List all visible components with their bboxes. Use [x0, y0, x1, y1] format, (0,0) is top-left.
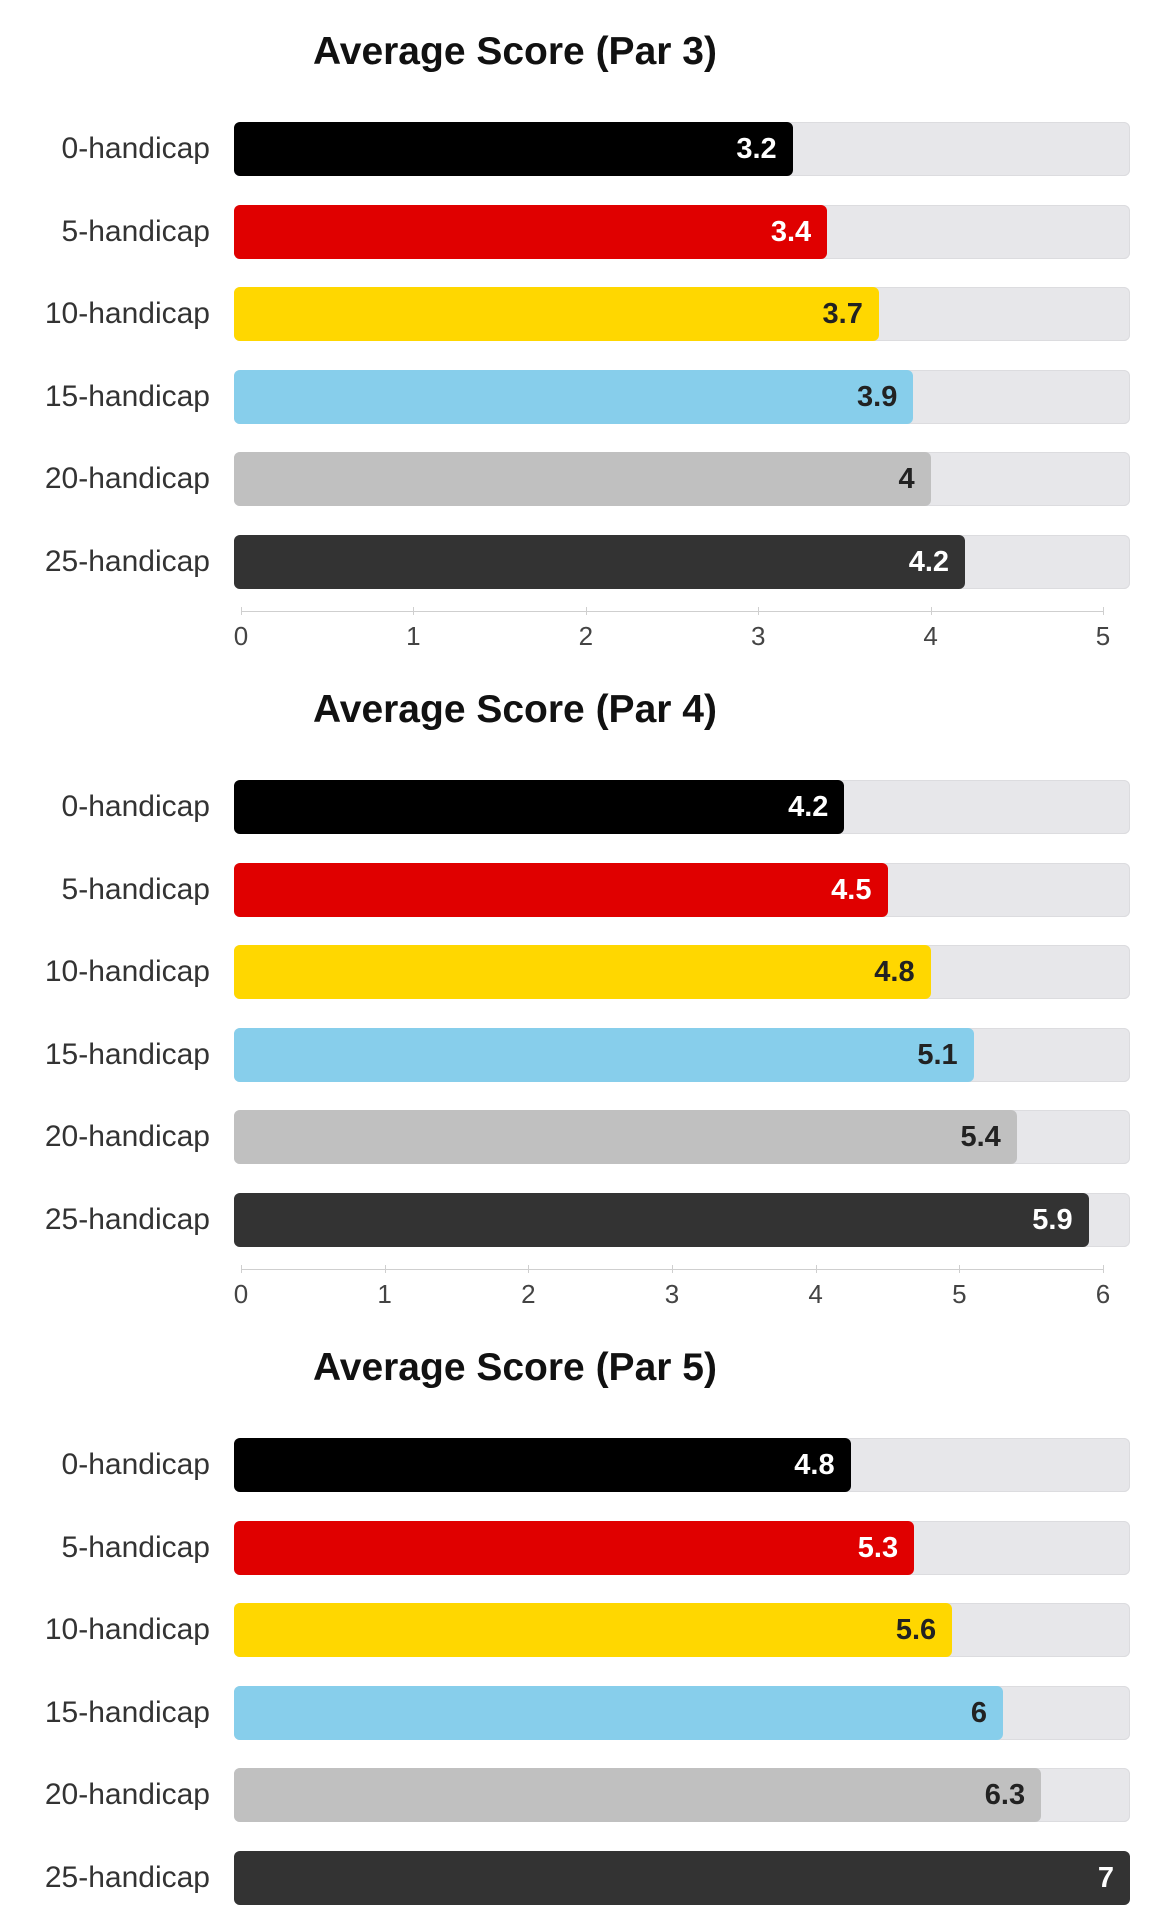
data-label: 4.8 — [794, 1449, 835, 1481]
data-label: 4 — [898, 463, 915, 495]
category-label: 0-handicap — [61, 132, 210, 165]
data-label: 5.6 — [895, 1614, 937, 1646]
x-tick — [585, 606, 587, 615]
x-tick-label: 4 — [808, 1278, 823, 1309]
x-tick-label: 0 — [233, 620, 249, 651]
bar — [234, 1768, 1042, 1822]
category-label: 0-handicap — [61, 790, 210, 823]
x-tick-label: 3 — [750, 620, 766, 651]
x-tick-label: 1 — [406, 620, 421, 651]
data-label: 3.9 — [857, 380, 898, 413]
category-label: 20-handicap — [44, 1778, 210, 1811]
category-label: 10-handicap — [44, 1613, 210, 1646]
bar — [234, 945, 931, 999]
category-label: 15-handicap — [44, 1037, 210, 1071]
category-label: 15-handicap — [44, 379, 210, 413]
data-label: 3.2 — [736, 133, 777, 165]
bar — [234, 1685, 1003, 1740]
category-label: 20-handicap — [44, 462, 210, 495]
bar — [234, 862, 888, 917]
bar — [234, 780, 845, 834]
category-label: 0-handicap — [61, 1448, 210, 1481]
data-label: 3.7 — [822, 298, 863, 330]
bar — [234, 534, 966, 589]
bar — [234, 122, 793, 176]
x-tick-label: 2 — [578, 620, 594, 651]
data-label: 5.4 — [960, 1121, 1001, 1153]
category-label: 5-handicap — [61, 1530, 210, 1564]
data-label: 4.5 — [831, 873, 872, 906]
category-label: 10-handicap — [44, 955, 210, 988]
data-label: 5.3 — [857, 1531, 899, 1564]
category-label: 20-handicap — [44, 1120, 210, 1153]
chart-title: Average Score (Par 5) — [313, 1346, 717, 1389]
x-tick-label: 4 — [923, 620, 938, 651]
bar — [234, 1603, 953, 1657]
x-tick-label: 2 — [521, 1278, 536, 1309]
category-label: 15-handicap — [44, 1695, 210, 1729]
x-tick — [384, 1264, 386, 1273]
category-label: 10-handicap — [44, 297, 210, 330]
bar — [234, 1027, 974, 1082]
chart-title: Average Score (Par 3) — [313, 30, 717, 73]
bar — [234, 204, 828, 259]
bar — [234, 287, 879, 341]
chart-title: Average Score (Par 4) — [313, 688, 717, 731]
data-label: 5.1 — [917, 1038, 958, 1071]
x-tick-label: 1 — [377, 1278, 392, 1309]
category-label: 5-handicap — [61, 872, 210, 906]
data-label: 7 — [1097, 1861, 1114, 1894]
category-label: 5-handicap — [61, 214, 210, 248]
bar — [234, 1520, 915, 1575]
x-tick — [528, 1264, 530, 1273]
x-tick — [1103, 606, 1104, 615]
x-tick — [672, 1264, 673, 1273]
bar — [234, 1850, 1130, 1905]
x-tick-label: 3 — [664, 1278, 680, 1309]
data-label: 4.2 — [908, 545, 950, 578]
data-label: 6 — [970, 1696, 987, 1729]
data-label: 3.4 — [770, 215, 812, 248]
x-axis-line — [241, 610, 1103, 612]
data-label: 6.3 — [984, 1779, 1026, 1811]
x-tick-label: 5 — [952, 1278, 967, 1309]
x-tick-label: 6 — [1095, 1278, 1111, 1309]
category-label: 25-handicap — [44, 544, 210, 578]
x-tick-label: 0 — [233, 1278, 249, 1309]
bar — [234, 369, 914, 424]
data-label: 5.9 — [1032, 1203, 1073, 1236]
x-tick — [241, 1264, 242, 1273]
bar — [234, 1192, 1089, 1247]
bar — [234, 1438, 851, 1492]
data-label: 4.8 — [874, 956, 915, 988]
x-tick — [413, 606, 415, 615]
data-label: 4.2 — [788, 791, 829, 823]
bar — [234, 1110, 1017, 1164]
x-tick-label: 5 — [1095, 620, 1111, 651]
x-tick — [241, 606, 242, 615]
x-tick — [959, 1264, 961, 1273]
category-label: 25-handicap — [44, 1202, 210, 1236]
x-tick — [815, 1264, 817, 1273]
category-label: 25-handicap — [44, 1860, 210, 1894]
x-tick — [1103, 1264, 1104, 1273]
x-tick — [930, 606, 932, 615]
x-tick — [758, 606, 760, 615]
bar — [234, 452, 931, 506]
